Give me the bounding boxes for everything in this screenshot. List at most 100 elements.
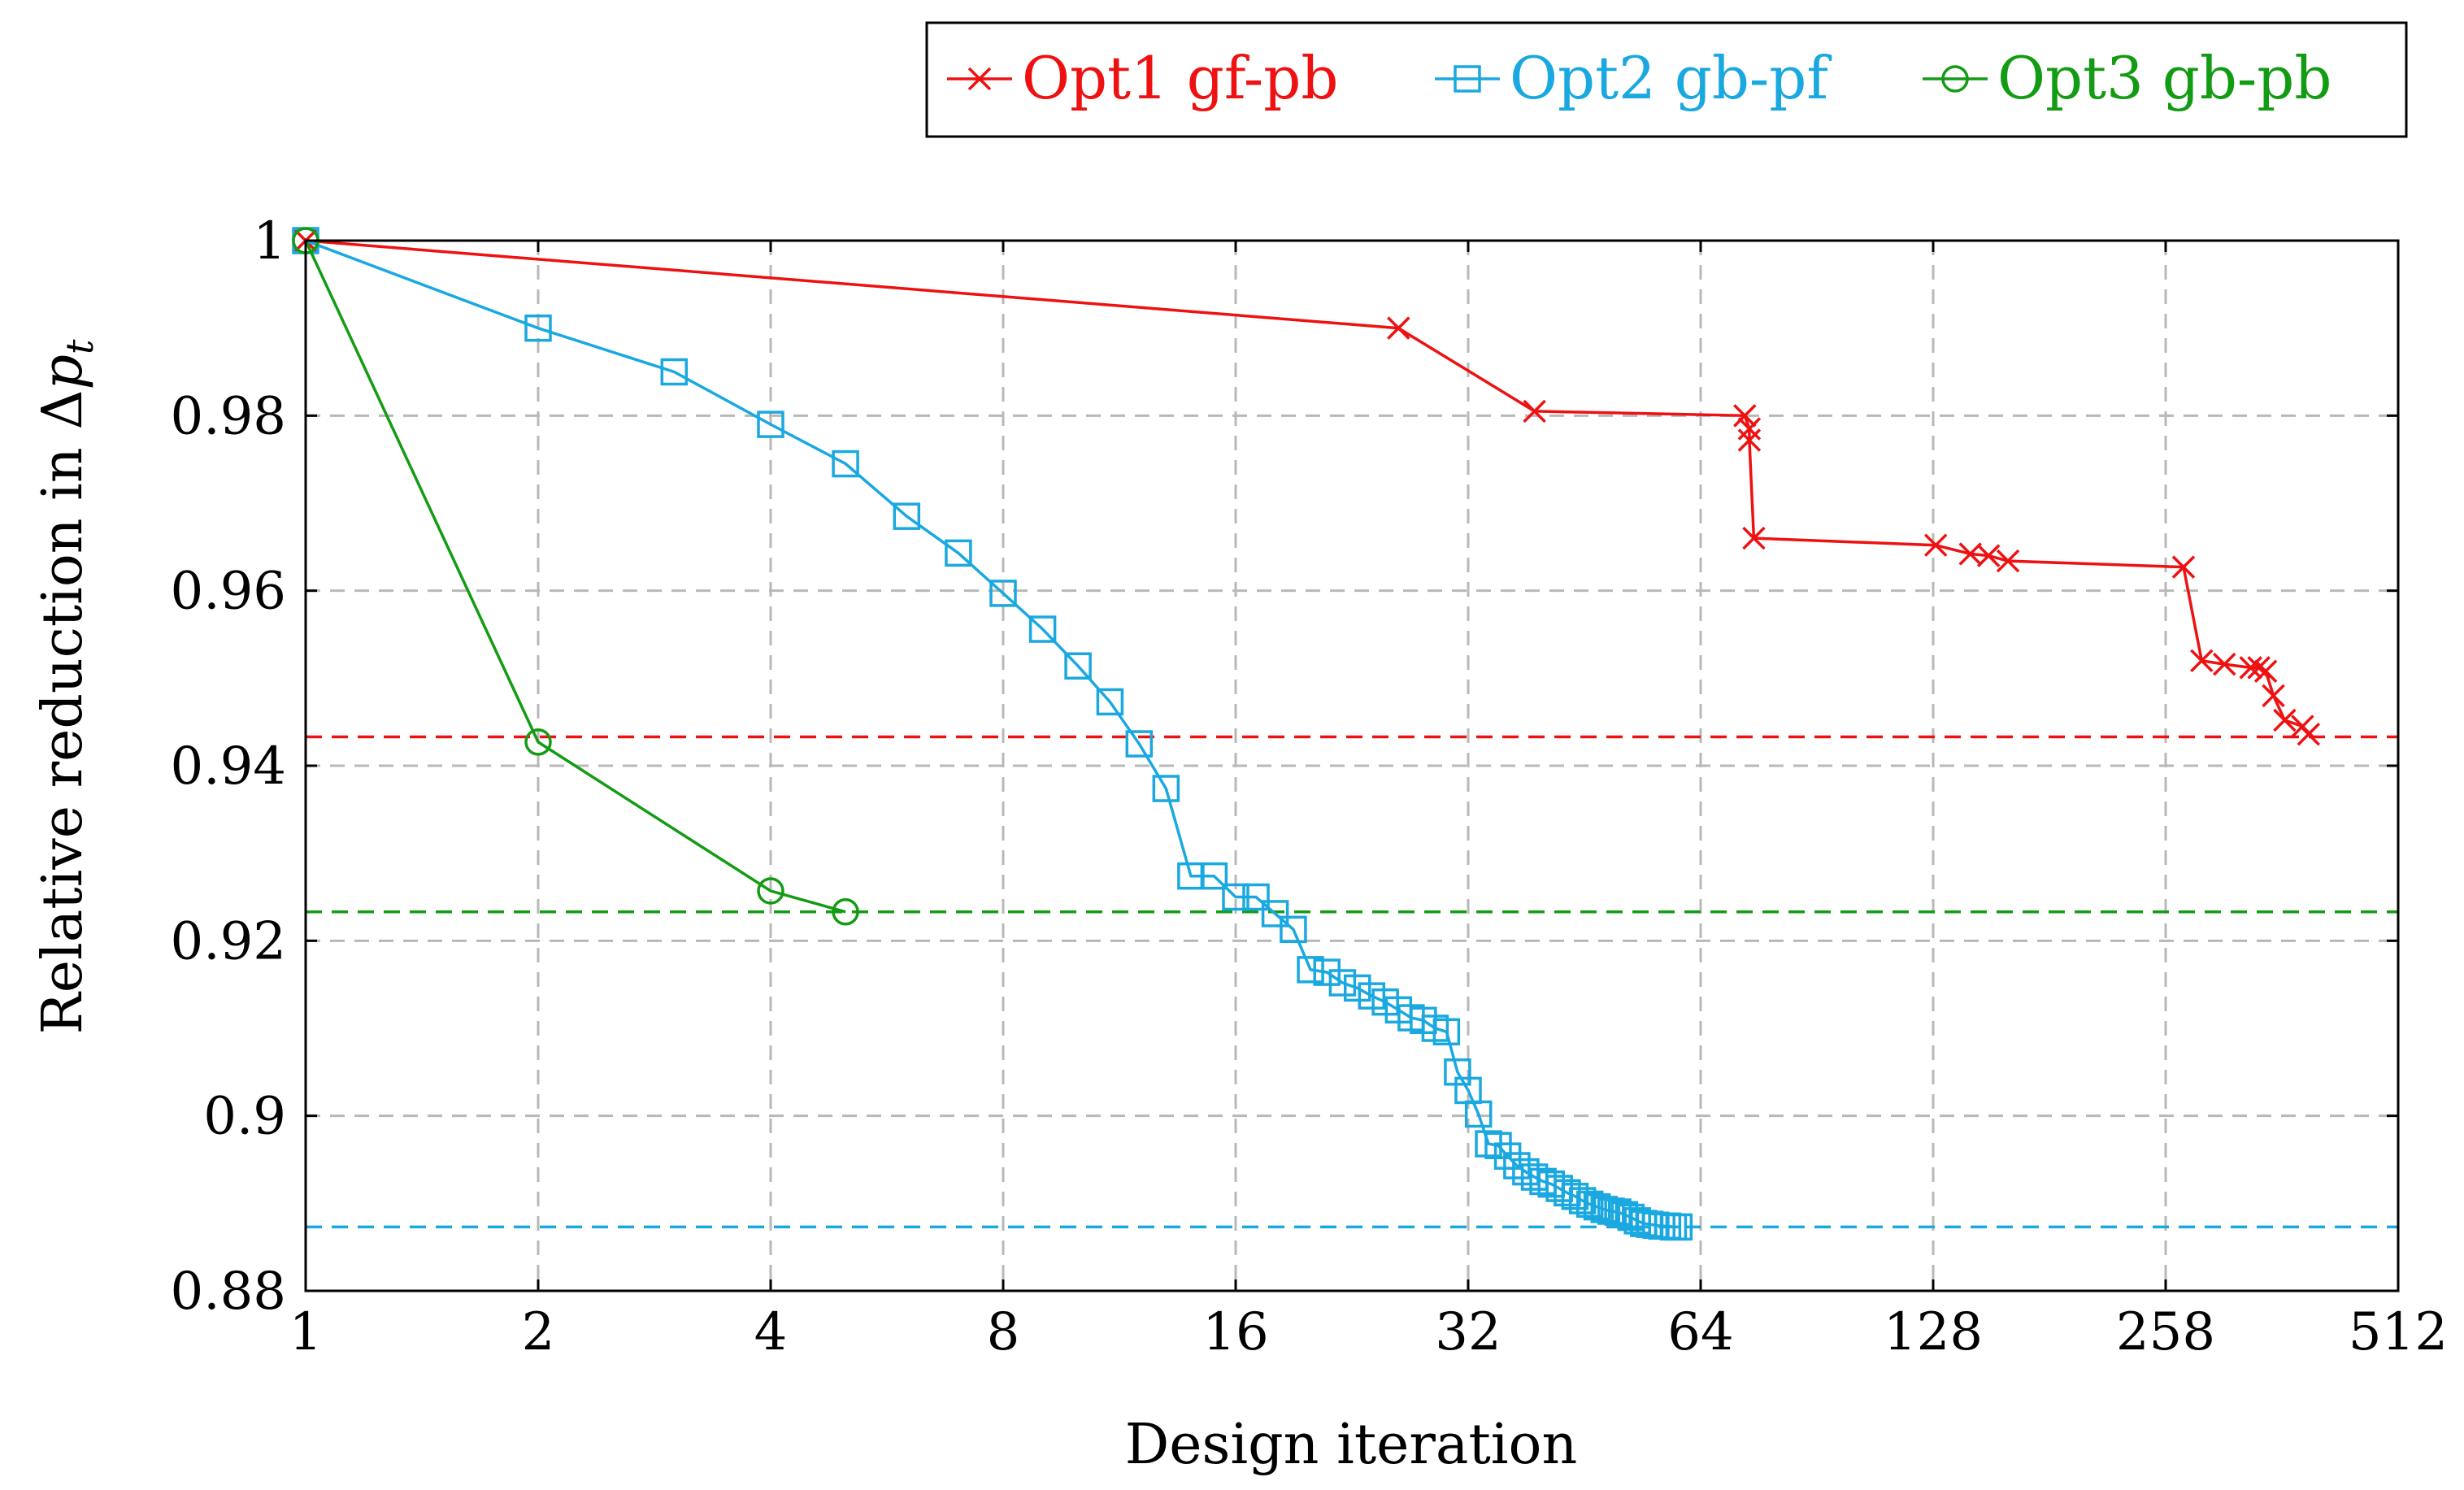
series-1-point (2247, 656, 2271, 680)
series-2-point (1590, 1196, 1619, 1223)
series-2-point (1280, 915, 1307, 944)
x-tick-label: 1 (289, 1302, 323, 1362)
y-tick-label: 0.92 (171, 911, 287, 971)
series-2-point (989, 580, 1017, 607)
series-2-point (1261, 900, 1289, 927)
series-2-point (1222, 883, 1249, 911)
series-2-point (1358, 982, 1386, 1010)
x-tick-label: 8 (987, 1302, 1020, 1362)
series-2-point (1064, 652, 1092, 680)
series-2-point (1665, 1213, 1693, 1241)
series-2-point (1561, 1182, 1589, 1210)
series-1-point (1923, 533, 1948, 557)
series-2-point (1297, 956, 1324, 984)
series-2-point (1575, 1190, 1604, 1218)
y-tick-label: 0.88 (171, 1262, 287, 1322)
x-tick-label: 64 (1667, 1302, 1733, 1362)
series-2-point (524, 314, 552, 342)
series-1-point (1996, 549, 2020, 573)
legend-entry-3: Opt3 gb-pb (1923, 44, 2331, 112)
x-tick-label: 512 (2349, 1302, 2448, 1362)
series-2-point (757, 411, 784, 438)
series-2-point (832, 450, 859, 478)
final-value-reference-lines (306, 735, 2398, 1229)
series-2-point (945, 539, 972, 567)
x-tick-label: 4 (754, 1302, 788, 1362)
series-1-point (1742, 526, 1766, 550)
legend-marker (967, 67, 992, 91)
series-3-line (304, 240, 846, 914)
series-1-point (1387, 316, 1410, 340)
x-tick-label: 258 (2116, 1302, 2215, 1362)
y-axis-title-subscript: t (58, 339, 102, 354)
series-1-point (1737, 428, 1762, 452)
series-2-point (1096, 688, 1124, 716)
series-1-point (2273, 708, 2297, 732)
series-2-point (1484, 1132, 1512, 1160)
series-1-point (2253, 659, 2278, 683)
y-tick-label: 0.9 (203, 1087, 286, 1147)
series-2 (292, 227, 1693, 1241)
series-3 (292, 227, 859, 926)
series-1-point (2262, 684, 2285, 708)
series-1-point (1976, 544, 2001, 567)
legend-entry-2: Opt2 gb-pf (1435, 44, 1832, 112)
x-tick-label: 2 (522, 1302, 555, 1362)
legend-box (925, 21, 2408, 138)
y-tick-label: 0.98 (171, 386, 287, 446)
series-1-point (2239, 656, 2263, 680)
legend-label: Opt2 gb-pf (1510, 44, 1832, 112)
series-1-line (305, 239, 2310, 736)
tick-layer (304, 239, 2400, 1292)
series-2-point (1328, 969, 1357, 997)
y-tick-labels: 0.88 0.9 0.92 0.94 0.96 0.98 1 (171, 211, 287, 1322)
series-2-point (893, 502, 921, 530)
series-1-point (1737, 417, 1762, 441)
series-3-point (524, 728, 552, 756)
series-2-point (1200, 862, 1228, 890)
x-axis-title: Design iteration (1125, 1413, 1578, 1477)
series-2-point (1242, 883, 1270, 911)
grid-layer (306, 241, 2398, 1291)
series-3-point (832, 898, 859, 926)
plot-frame (304, 239, 2400, 1292)
x-tick-label: 32 (1435, 1302, 1501, 1362)
x-tick-labels: 1 2 4 8 16 32 64 128 258 512 (289, 1302, 2448, 1362)
series-3-point (757, 877, 784, 905)
series-1-point (2171, 555, 2196, 579)
series-2-point (1432, 1018, 1461, 1046)
series-1-point (2213, 652, 2236, 676)
series-2-point (1444, 1058, 1471, 1086)
series-2-point (1568, 1187, 1597, 1214)
legend-marker (1454, 65, 1481, 93)
series-2-point (1583, 1192, 1611, 1221)
series-1-point (1733, 404, 1757, 428)
y-tick-label: 0.96 (171, 562, 287, 622)
series-layer (292, 227, 2321, 1241)
x-tick-label: 128 (1884, 1302, 1983, 1362)
series-2-point (1028, 615, 1057, 643)
series-1-point (1958, 542, 1982, 566)
series-2-point (1152, 775, 1180, 802)
y-tick-label: 0.94 (171, 736, 287, 797)
y-axis-title-symbol: p (31, 354, 95, 390)
legend-items: Opt1 gf-pb Opt2 gb-pf Opt3 gb-pb (947, 44, 2331, 112)
series-1-point (2190, 649, 2214, 673)
series-2-point (1313, 958, 1341, 986)
legend-marker (1941, 65, 1969, 93)
legend-entry-1: Opt1 gf-pb (947, 44, 1338, 112)
legend-label: Opt1 gf-pb (1022, 44, 1338, 112)
series-2-point (660, 358, 689, 386)
series-2-point (1343, 974, 1371, 1002)
series-2-point (1125, 730, 1154, 758)
series-2-point (1464, 1100, 1493, 1128)
x-tick-label: 16 (1202, 1302, 1268, 1362)
y-axis-title: Relative reduction in Δpt (31, 339, 102, 1034)
series-1-point (2297, 723, 2321, 746)
series-1-point (1523, 399, 1546, 424)
legend-label: Opt3 gb-pb (1997, 44, 2331, 112)
series-2-point (1493, 1142, 1522, 1170)
y-tick-label: 1 (253, 211, 286, 272)
y-axis-title-text: Relative reduction in Δ (31, 390, 95, 1035)
